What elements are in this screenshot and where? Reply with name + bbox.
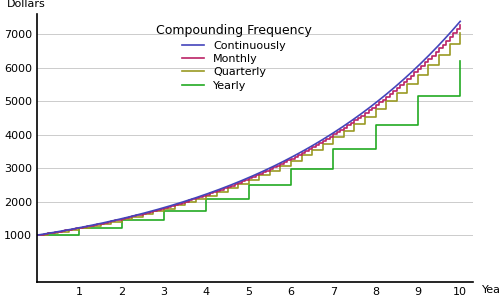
Yearly — [330, 147, 336, 150]
Quarterly — [457, 31, 463, 35]
Continuously — [263, 168, 269, 172]
Monthly — [34, 233, 40, 237]
Yearly — [288, 167, 294, 170]
Monthly — [84, 225, 89, 229]
Yearly — [246, 197, 252, 201]
Yearly — [204, 209, 210, 213]
Legend: Continuously, Monthly, Quarterly, Yearly: Continuously, Monthly, Quarterly, Yearly — [152, 20, 316, 95]
Line: Yearly: Yearly — [37, 61, 460, 235]
Continuously — [34, 233, 40, 237]
Monthly — [278, 164, 283, 167]
Yearly — [372, 123, 378, 126]
Quarterly — [267, 169, 273, 172]
Yearly — [415, 123, 421, 126]
Yearly — [457, 94, 463, 98]
Yearly — [415, 94, 421, 98]
Monthly — [376, 103, 382, 107]
Monthly — [457, 23, 463, 27]
Yearly — [161, 209, 167, 213]
Line: Monthly: Monthly — [37, 25, 460, 235]
Yearly — [76, 233, 82, 237]
Yearly — [34, 233, 40, 237]
Yearly — [119, 227, 125, 230]
Continuously — [447, 31, 453, 35]
Quarterly — [383, 107, 389, 111]
Yearly — [457, 60, 463, 63]
Yearly — [204, 197, 210, 201]
Yearly — [288, 184, 294, 187]
Yearly — [76, 227, 82, 230]
Monthly — [196, 196, 202, 200]
Quarterly — [34, 233, 40, 237]
Quarterly — [352, 129, 358, 133]
Yearly — [161, 219, 167, 222]
Monthly — [348, 123, 354, 127]
Line: Continuously: Continuously — [37, 21, 460, 235]
Continuously — [381, 95, 387, 98]
Yearly — [119, 219, 125, 222]
Yearly — [330, 167, 336, 170]
Quarterly — [404, 91, 410, 95]
Yearly — [372, 147, 378, 150]
Continuously — [235, 180, 241, 184]
X-axis label: Years: Years — [482, 285, 500, 295]
Monthly — [454, 32, 460, 35]
Y-axis label: Dollars: Dollars — [6, 0, 46, 9]
Continuously — [238, 179, 244, 183]
Continuously — [457, 20, 463, 23]
Continuously — [286, 157, 292, 160]
Quarterly — [298, 154, 304, 157]
Quarterly — [415, 73, 421, 77]
Line: Quarterly: Quarterly — [37, 33, 460, 235]
Yearly — [246, 184, 252, 187]
